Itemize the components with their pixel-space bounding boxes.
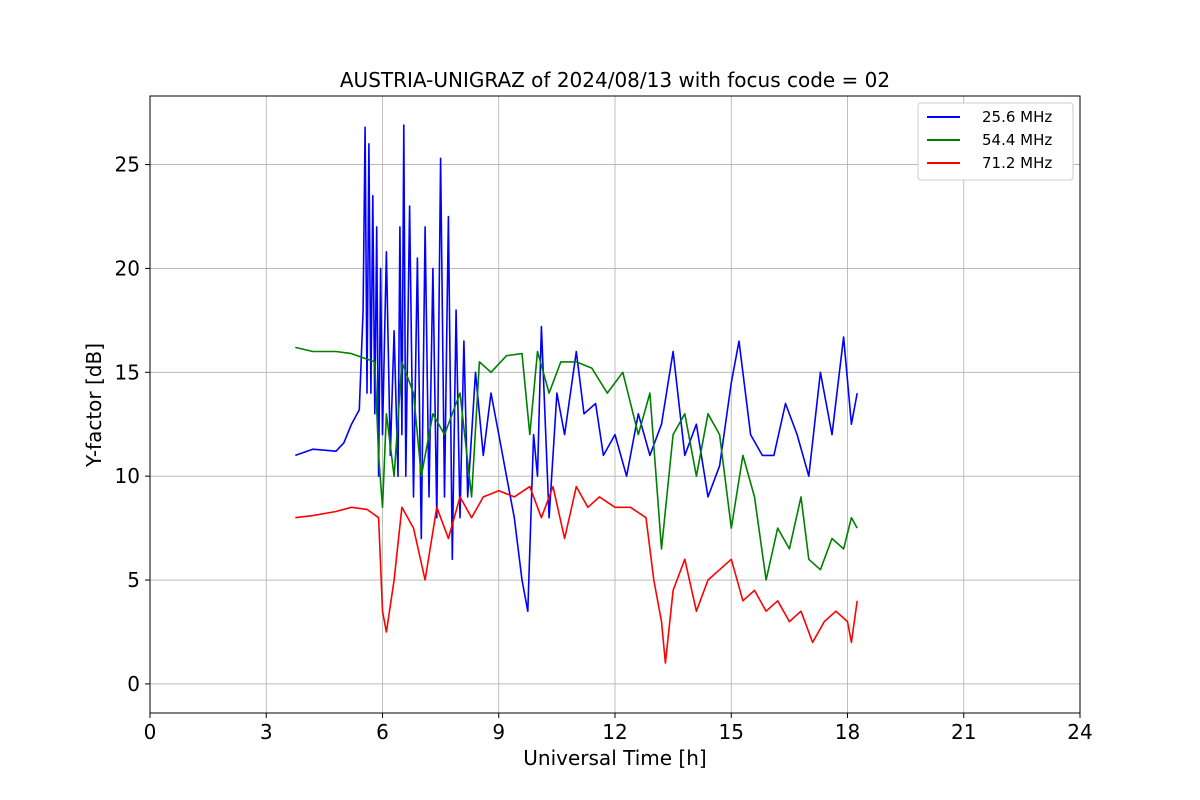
legend-label-1: 25.6 MHz: [982, 108, 1052, 126]
x-tick-label: 15: [719, 720, 744, 744]
series-lines: [295, 124, 858, 664]
x-tick-label: 18: [835, 720, 860, 744]
x-tick-label: 3: [260, 720, 273, 744]
series-line-3: [295, 485, 858, 664]
y-axis-label: Y-factor [dB]: [82, 343, 106, 468]
y-tick-label: 0: [127, 672, 140, 696]
x-axis: 0 3 6 9 12 15 18 21 24: [144, 713, 1093, 744]
legend: 25.6 MHz 54.4 MHz 71.2 MHz: [917, 102, 1074, 181]
y-tick-label: 5: [127, 568, 140, 592]
legend-label-2: 54.4 MHz: [982, 131, 1052, 149]
x-tick-label: 6: [376, 720, 389, 744]
x-tick-label: 21: [951, 720, 976, 744]
x-tick-label: 24: [1067, 720, 1092, 744]
y-tick-label: 20: [115, 256, 140, 280]
series-line-2: [295, 346, 858, 581]
y-axis: 0 5 10 15 20 25: [115, 153, 150, 696]
y-tick-label: 15: [115, 360, 140, 384]
x-tick-label: 9: [492, 720, 505, 744]
chart-title: AUSTRIA-UNIGRAZ of 2024/08/13 with focus…: [340, 68, 890, 92]
x-tick-label: 12: [602, 720, 627, 744]
y-tick-label: 10: [115, 464, 140, 488]
legend-label-3: 71.2 MHz: [982, 154, 1052, 172]
x-tick-label: 0: [144, 720, 157, 744]
x-axis-label: Universal Time [h]: [523, 746, 706, 770]
y-tick-label: 25: [115, 153, 140, 177]
series-line-1: [295, 124, 858, 613]
legend-box: [917, 102, 1074, 181]
